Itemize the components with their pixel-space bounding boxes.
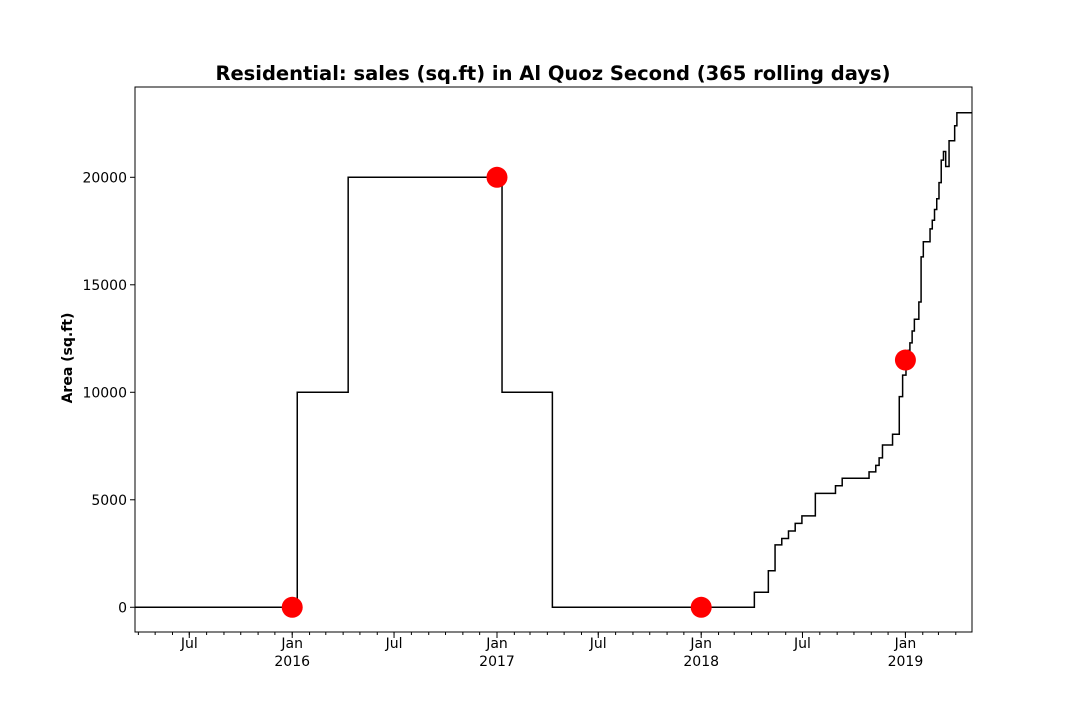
y-axis-label: Area (sq.ft): [60, 313, 76, 404]
x-tick-label: Jan: [485, 636, 508, 652]
marker-point: [894, 349, 916, 371]
x-tick-year-label: 2017: [479, 654, 515, 670]
x-tick-label: Jul: [589, 636, 607, 652]
y-tick-label: 5000: [91, 493, 127, 509]
y-tick-label: 10000: [82, 385, 127, 401]
x-tick-label: Jan: [280, 636, 303, 652]
series-line: [135, 112, 972, 609]
marker-point: [486, 166, 508, 188]
x-tick-year-label: 2018: [683, 654, 719, 670]
marker-point: [690, 596, 712, 618]
x-tick-label: Jul: [180, 636, 198, 652]
x-tick-year-label: 2016: [274, 654, 310, 670]
plot-area: 0 5000 10000 15000 20000 Jul Jan 2016 Jul Jan 2017…: [82, 86, 973, 670]
x-tick-label: Jan: [689, 636, 712, 652]
x-tick-label: Jul: [385, 636, 403, 652]
x-tick-label: Jan: [894, 636, 917, 652]
x-tick-year-label: 2019: [888, 654, 924, 670]
chart-title: Residential: sales (sq.ft) in Al Quoz Se…: [215, 62, 890, 85]
y-tick-label: 15000: [82, 278, 127, 294]
x-tick-label: Jul: [793, 636, 811, 652]
y-tick-label: 0: [118, 600, 127, 616]
plot-frame: [134, 86, 973, 633]
y-tick-label: 20000: [82, 170, 127, 186]
marker-point: [281, 596, 303, 618]
